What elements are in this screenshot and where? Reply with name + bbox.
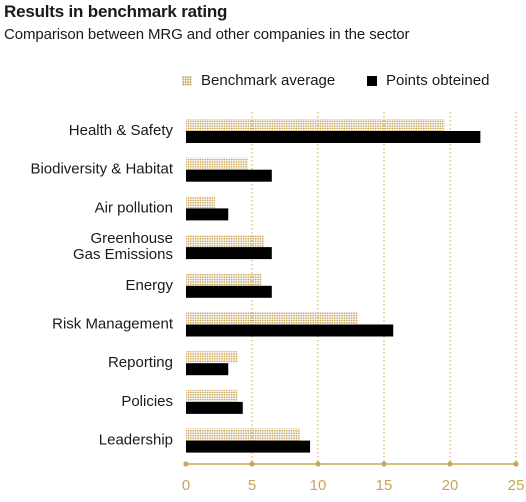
category-label-3-1: Gas Emissions: [73, 246, 173, 263]
x-tick-label-4: 20: [442, 477, 459, 494]
category-label-7: Policies: [121, 393, 173, 410]
x-tick-label-0: 0: [182, 477, 190, 494]
legend-item-points: Points obteined: [367, 72, 489, 89]
category-label-1: Biodiversity & Habitat: [30, 161, 173, 178]
legend-label-benchmark: Benchmark average: [201, 72, 336, 89]
x-tick-2: [315, 461, 321, 467]
bar-points-6: [186, 363, 229, 376]
x-tick-4: [447, 461, 453, 467]
chart-title: Results in benchmark rating: [4, 2, 228, 21]
category-label-2: Air pollution: [95, 199, 173, 216]
bar-benchmark-7: [186, 389, 238, 402]
legend-swatch-points: [367, 75, 377, 86]
legend-label-points: Points obteined: [386, 72, 490, 89]
bar-benchmark-6: [186, 351, 238, 364]
x-tick-label-2: 10: [310, 477, 327, 494]
bar-points-8: [186, 440, 311, 453]
category-label-3-0: Greenhouse: [90, 230, 173, 247]
x-tick-1: [249, 461, 255, 467]
category-label-6: Reporting: [108, 354, 173, 371]
bar-benchmark-8: [186, 428, 300, 441]
bar-benchmark-2: [186, 196, 216, 209]
x-tick-0: [183, 461, 189, 467]
bar-benchmark-3: [186, 235, 264, 248]
legend-swatch-benchmark: [182, 75, 192, 86]
x-tick-5: [513, 461, 519, 467]
bar-points-3: [186, 247, 272, 260]
category-label-4: Energy: [125, 277, 173, 294]
x-tick-label-5: 25: [508, 477, 525, 494]
bar-points-0: [186, 131, 481, 143]
x-tick-3: [381, 461, 387, 467]
x-tick-label-3: 15: [376, 477, 393, 494]
category-label-8: Leadership: [99, 432, 173, 449]
bar-points-4: [186, 285, 272, 298]
bar-points-1: [186, 169, 272, 182]
bar-points-2: [186, 208, 229, 221]
category-label-5: Risk Management: [52, 315, 174, 332]
legend-item-benchmark: Benchmark average: [182, 72, 335, 89]
bar-benchmark-5: [186, 312, 358, 325]
bar-benchmark-1: [186, 157, 249, 170]
bar-points-5: [186, 324, 394, 337]
category-label-0: Health & Safety: [69, 122, 174, 139]
x-tick-label-1: 5: [248, 477, 256, 494]
chart-subtitle: Comparison between MRG and other compani…: [4, 26, 410, 43]
bar-benchmark-4: [186, 273, 262, 286]
bar-points-7: [186, 401, 243, 414]
bar-benchmark-0: [186, 119, 445, 131]
